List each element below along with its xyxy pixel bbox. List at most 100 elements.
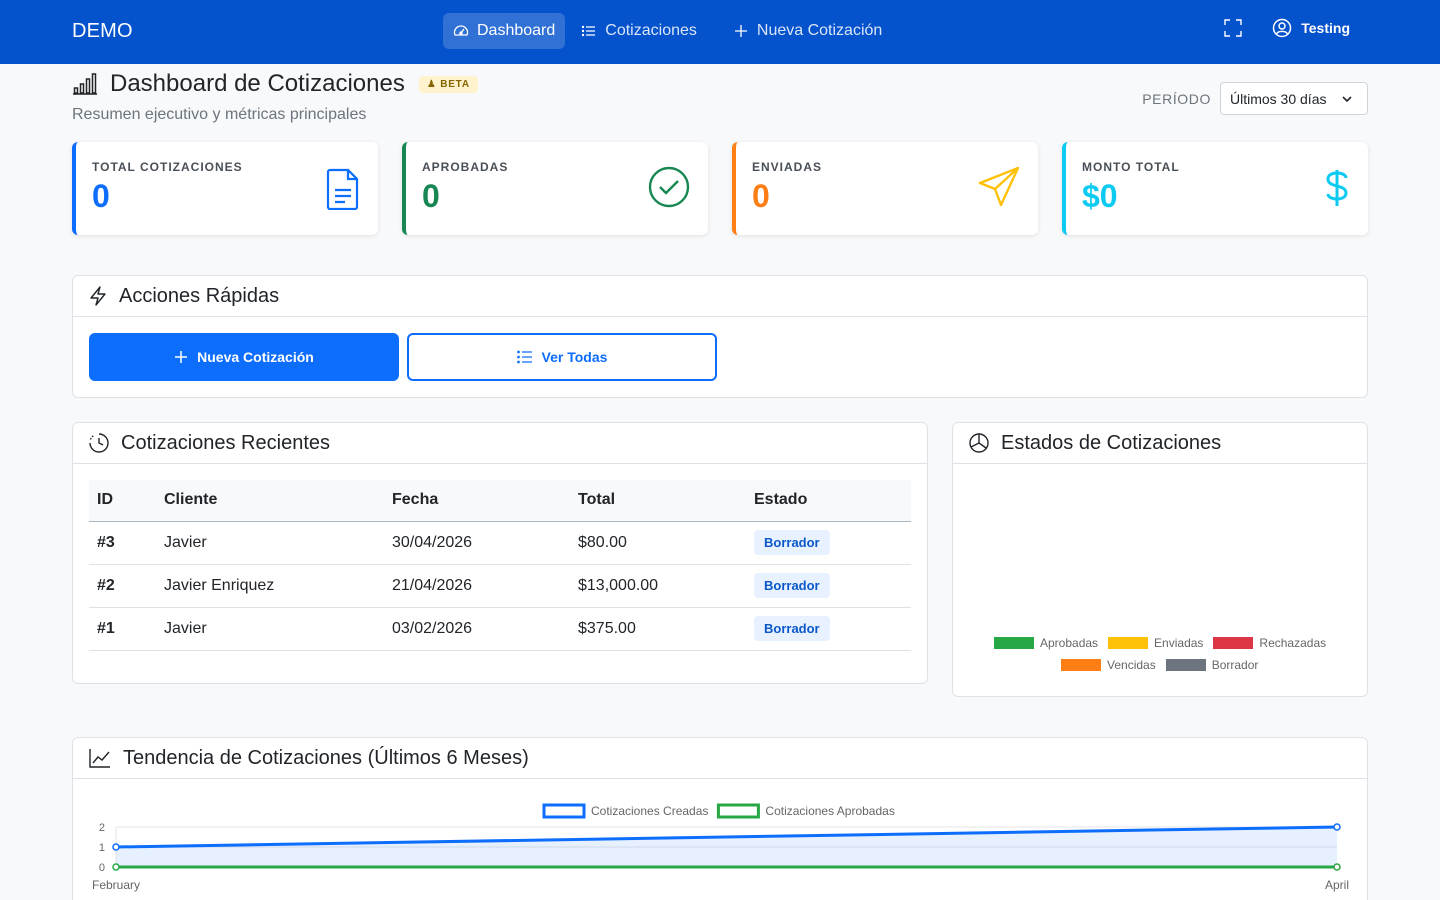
data-point <box>112 863 120 871</box>
cell-total: $13,000.00 <box>570 564 746 608</box>
flask-icon: ♟ <box>426 78 441 90</box>
bar-chart-icon <box>73 73 97 95</box>
status-badge: Borrador <box>754 573 830 598</box>
status-legend-row-1: Aprobadas Enviadas Rechazadas <box>994 636 1336 650</box>
legend-item-rechazadas[interactable]: Rechazadas <box>1213 636 1326 650</box>
quick-actions-title: Acciones Rápidas <box>119 284 280 307</box>
cell-status: Borrador <box>746 564 911 608</box>
fullscreen-button[interactable] <box>1224 19 1242 37</box>
user-name: Testing <box>1301 20 1350 36</box>
stat-label: MONTO TOTAL <box>1082 160 1180 174</box>
document-icon <box>326 168 359 210</box>
x-tick-label: February <box>92 878 140 892</box>
cell-date: 30/04/2026 <box>384 521 570 565</box>
stat-value: 0 <box>92 178 110 214</box>
legend-item-aprobadas[interactable]: Aprobadas <box>994 636 1098 650</box>
page-title: Dashboard de Cotizaciones <box>110 70 405 97</box>
trend-chart-panel: Tendencia de Cotizaciones (Últimos 6 Mes… <box>72 737 1368 900</box>
stat-label: APROBADAS <box>422 160 509 174</box>
lightning-icon <box>90 286 106 306</box>
stat-card-total: TOTAL COTIZACIONES 0 <box>72 142 378 235</box>
stat-label: ENVIADAS <box>752 160 823 174</box>
clock-history-icon <box>89 433 109 453</box>
stat-value: 0 <box>752 178 770 214</box>
col-header-estado: Estado <box>746 480 911 522</box>
legend-label: Vencidas <box>1107 658 1156 672</box>
cell-client: Javier <box>156 607 384 651</box>
status-chart-title: Estados de Cotizaciones <box>1001 431 1222 454</box>
recent-quotes-table: ID Cliente Fecha Total Estado #3 Javier … <box>89 480 911 651</box>
recent-quotes-panel: Cotizaciones Recientes ID Cliente Fecha … <box>72 422 928 684</box>
cell-id: #3 <box>89 521 156 565</box>
status-badge: Borrador <box>754 530 830 555</box>
x-tick-label: April <box>1325 878 1349 892</box>
cell-status: Borrador <box>746 607 911 651</box>
nav-cotizaciones[interactable]: Cotizaciones <box>571 13 707 49</box>
new-quote-button[interactable]: Nueva Cotización <box>89 333 399 381</box>
y-tick-label: 1 <box>99 842 105 854</box>
data-point <box>1333 863 1341 871</box>
new-quote-label: Nueva Cotización <box>197 349 314 365</box>
legend-label: Rechazadas <box>1259 636 1327 650</box>
series-area <box>116 827 1337 867</box>
send-icon <box>978 166 1020 207</box>
legend-item-vencidas[interactable]: Vencidas <box>1061 658 1156 672</box>
page-header: Dashboard de Cotizaciones ♟ BETA Resumen… <box>72 70 478 124</box>
recent-quotes-header: Cotizaciones Recientes <box>73 423 927 464</box>
nav-dashboard[interactable]: Dashboard <box>443 13 566 49</box>
table-row[interactable]: #1 Javier 03/02/2026 $375.00 Borrador <box>89 607 911 651</box>
user-circle-icon <box>1273 18 1292 38</box>
data-point <box>112 843 120 851</box>
navbar: DEMO Dashboard Cotizaciones Nueva Cotiza… <box>0 0 1440 64</box>
legend-swatch <box>1061 659 1101 671</box>
brand-logo[interactable]: DEMO <box>72 20 133 42</box>
trend-chart-header: Tendencia de Cotizaciones (Últimos 6 Mes… <box>73 738 1367 779</box>
beta-badge-label: BETA <box>440 78 470 90</box>
col-header-cliente: Cliente <box>156 480 384 522</box>
fullscreen-icon <box>1224 19 1242 37</box>
data-point <box>1333 823 1341 831</box>
status-chart-header: Estados de Cotizaciones <box>953 423 1367 464</box>
legend-swatch <box>1108 637 1149 649</box>
legend-swatch <box>542 803 586 819</box>
nav-cotizaciones-label: Cotizaciones <box>605 22 697 39</box>
col-header-total: Total <box>570 480 746 522</box>
nav-right: Testing <box>1224 18 1350 38</box>
view-all-button[interactable]: Ver Todas <box>407 333 717 381</box>
legend-swatch <box>1213 637 1254 649</box>
legend-item-borrador[interactable]: Borrador <box>1165 658 1258 672</box>
page-subtitle: Resumen ejecutivo y métricas principales <box>72 106 367 123</box>
plus-icon <box>734 25 747 37</box>
user-menu[interactable]: Testing <box>1272 18 1350 38</box>
legend-label: Enviadas <box>1154 636 1204 650</box>
cell-total: $80.00 <box>570 521 746 565</box>
status-legend-row-2: Vencidas Borrador <box>1061 658 1268 672</box>
table-row[interactable]: #2 Javier Enriquez 21/04/2026 $13,000.00… <box>89 564 911 608</box>
legend-item-enviadas[interactable]: Enviadas <box>1108 636 1203 650</box>
legend-label: Cotizaciones Aprobadas <box>765 804 894 818</box>
status-chart-panel: Estados de Cotizaciones Aprobadas Enviad… <box>952 422 1368 697</box>
period-select[interactable]: Últimos 30 días <box>1220 82 1368 115</box>
speedometer-icon <box>453 25 469 36</box>
list-icon <box>516 350 532 364</box>
stat-card-enviadas: ENVIADAS 0 <box>732 142 1038 235</box>
dollar-icon <box>1326 170 1348 206</box>
stat-label: TOTAL COTIZACIONES <box>92 160 243 174</box>
table-row[interactable]: #3 Javier 30/04/2026 $80.00 Borrador <box>89 521 911 565</box>
col-header-id: ID <box>89 480 156 522</box>
line-chart-icon <box>89 749 110 768</box>
legend-swatch <box>716 803 760 819</box>
stat-value: 0 <box>422 178 440 214</box>
period-select-value: Últimos 30 días <box>1230 90 1327 107</box>
trend-line-chart: Cotizaciones Creadas Cotizaciones Aprobad… <box>92 803 1349 892</box>
status-badge: Borrador <box>754 616 830 641</box>
cell-date: 21/04/2026 <box>384 564 570 608</box>
quick-actions-header: Acciones Rápidas <box>73 276 1367 317</box>
period-filter: PERÍODO Últimos 30 días <box>1142 82 1368 115</box>
nav-nueva-cotizacion[interactable]: Nueva Cotización <box>723 13 892 49</box>
table-header-row: ID Cliente Fecha Total Estado <box>89 480 911 522</box>
check-circle-icon <box>648 166 690 208</box>
series-line <box>115 825 1338 849</box>
chevron-down-icon <box>1342 95 1352 102</box>
cell-id: #1 <box>89 607 156 651</box>
